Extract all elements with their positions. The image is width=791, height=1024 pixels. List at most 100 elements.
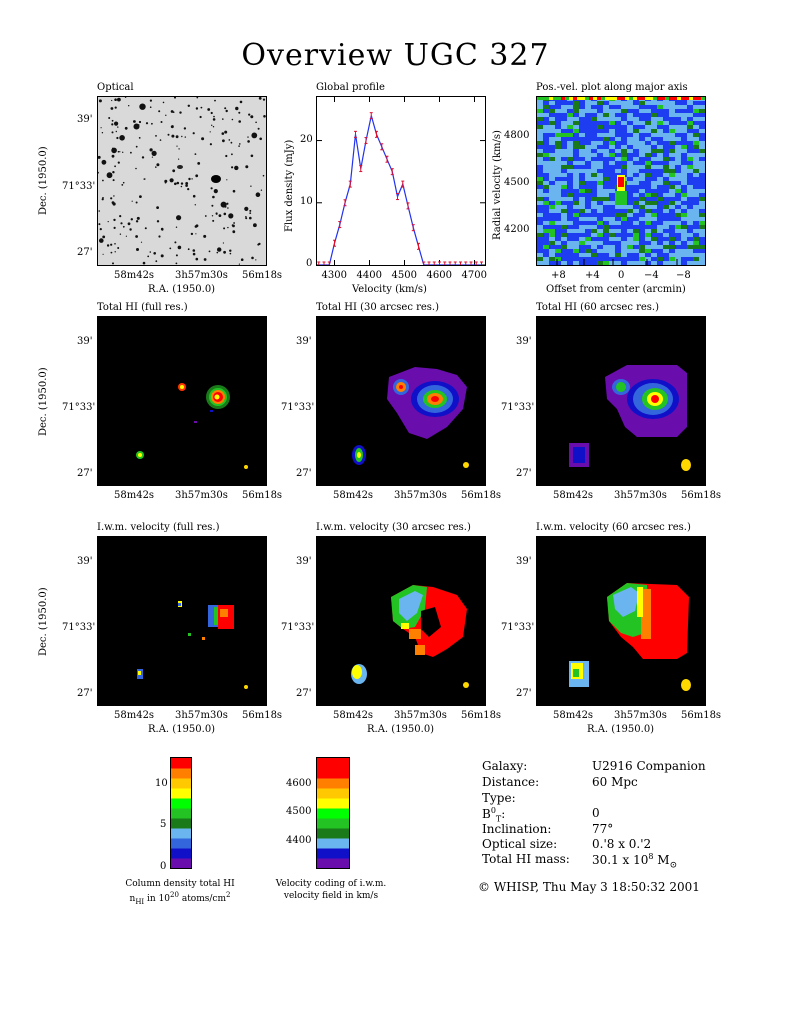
pv-cell — [687, 141, 693, 145]
pv-cell — [639, 109, 645, 113]
pv-cell — [537, 261, 543, 265]
pv-cell — [593, 97, 597, 100]
info-value-hi-mass: 30.1 x 108 M⊙ — [592, 852, 678, 871]
pv-cell — [567, 217, 573, 221]
pv-cell — [537, 237, 543, 241]
pv-cell — [555, 221, 561, 225]
pv-cell — [561, 205, 567, 209]
pv-cell — [585, 129, 591, 133]
pv-cell — [567, 245, 573, 249]
star-dot — [177, 245, 182, 250]
pv-cell — [543, 121, 549, 125]
pv-cell — [651, 109, 657, 113]
pv-cell — [543, 189, 549, 193]
star-dot — [245, 216, 247, 218]
pv-cell — [639, 205, 645, 209]
star-dot — [227, 226, 229, 229]
pv-cell — [603, 113, 609, 117]
pv-cell — [591, 153, 597, 157]
pv-cell — [699, 161, 705, 165]
pv-cell — [693, 233, 699, 237]
pv-cell — [537, 153, 543, 157]
pv-cell — [543, 137, 549, 141]
star-dot — [100, 127, 102, 129]
pv-cell — [681, 261, 687, 265]
star-dot — [192, 252, 196, 256]
pv-cell — [657, 109, 663, 113]
pv-cell — [579, 213, 585, 217]
pv-cell — [609, 245, 615, 249]
pv-cell — [693, 141, 699, 145]
pv-cell — [603, 213, 609, 217]
pv-cell — [585, 257, 591, 261]
pv-cell — [675, 217, 681, 221]
pv-cell — [597, 229, 603, 233]
pv-cell — [609, 117, 615, 121]
colorbar-segment — [317, 818, 349, 829]
pv-cell — [681, 125, 687, 129]
pv-cell — [645, 121, 651, 125]
pv-cell — [615, 205, 621, 209]
pv-cell — [609, 161, 615, 165]
pv-cell — [633, 193, 639, 197]
pv-cell — [675, 125, 681, 129]
pv-cell — [609, 189, 615, 193]
pv-cell — [633, 137, 639, 141]
pv-cell — [675, 205, 681, 209]
pv-cell — [591, 121, 597, 125]
pv-cell — [555, 177, 561, 181]
pv-cell — [621, 245, 627, 249]
pv-cell — [633, 153, 639, 157]
pv-cell — [597, 149, 603, 153]
pv-cell — [627, 253, 633, 257]
pv-cell — [645, 217, 651, 221]
pv-cell — [555, 217, 561, 221]
pv-cell — [699, 221, 705, 225]
pv-cell — [603, 165, 609, 169]
pv-cell — [633, 125, 639, 129]
star-dot — [127, 222, 131, 226]
posvel-title: Pos.-vel. plot along major axis — [536, 82, 688, 93]
pv-cell — [681, 229, 687, 233]
pv-cell — [579, 221, 585, 225]
star-dot — [117, 126, 119, 128]
hi-full-title: Total HI (full res.) — [97, 302, 188, 313]
star-dot — [175, 135, 179, 139]
pv-cell — [663, 177, 669, 181]
pv-cell — [669, 193, 675, 197]
pv-cell — [541, 97, 545, 100]
pv-cell — [675, 185, 681, 189]
pv-cell — [639, 153, 645, 157]
pv-cell — [645, 101, 651, 105]
star-dot — [211, 204, 214, 207]
pv-cell — [543, 193, 549, 197]
pv-cell — [585, 101, 591, 105]
pv-cell — [573, 177, 579, 181]
pv-cell — [687, 237, 693, 241]
pv-cell — [567, 241, 573, 245]
pv-cell — [549, 161, 555, 165]
pv-cell — [561, 189, 567, 193]
ra-tick-3-r2c: 56m18s — [681, 490, 722, 501]
pv-cell — [549, 157, 555, 161]
pv-cell — [675, 241, 681, 245]
pv-cell — [579, 181, 585, 185]
pv-cell — [579, 173, 585, 177]
pv-cell — [537, 201, 543, 205]
pv-cell — [693, 185, 699, 189]
star-dot — [144, 227, 147, 230]
star-dot — [213, 115, 215, 118]
vel-60-main — [607, 583, 689, 659]
pv-cell — [687, 161, 693, 165]
pv-cell — [627, 217, 633, 221]
pv-cell — [697, 97, 701, 100]
colorbar-segment — [317, 808, 349, 819]
ra-tick-2-r3c: 3h57m30s — [614, 710, 667, 721]
pv-cell — [549, 117, 555, 121]
pv-cell — [591, 229, 597, 233]
pv-cell — [639, 157, 645, 161]
pv-cell — [545, 97, 549, 100]
pv-cell — [621, 153, 627, 157]
pv-cell — [543, 129, 549, 133]
pv-cell — [615, 141, 621, 145]
